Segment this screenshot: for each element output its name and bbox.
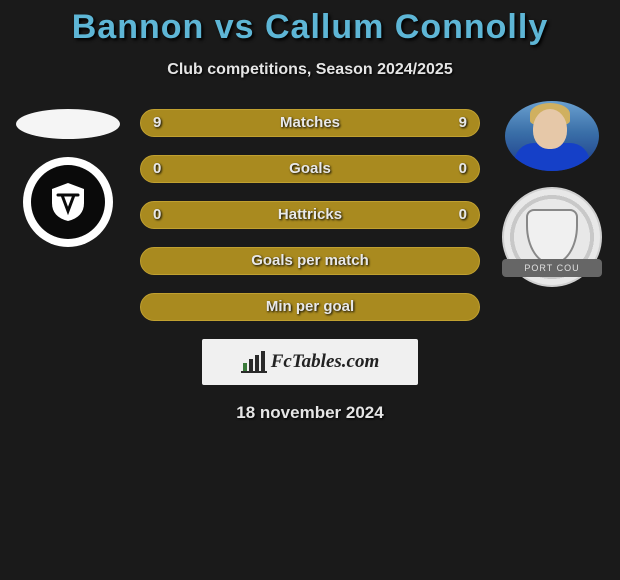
stat-row-matches: 9 Matches 9: [140, 109, 480, 137]
player1-avatar: [16, 109, 120, 139]
stat-label: Goals per match: [251, 252, 369, 269]
player2-avatar: [505, 101, 599, 171]
player2-club-crest: PORT COU: [502, 187, 602, 287]
page-title: Bannon vs Callum Connolly: [0, 0, 620, 47]
source-badge: FcTables.com: [0, 339, 620, 385]
stat-row-hattricks: 0 Hattricks 0: [140, 201, 480, 229]
bar-chart-icon: [241, 351, 267, 373]
date-label: 18 november 2024: [0, 403, 620, 423]
fctables-label: FcTables.com: [271, 351, 380, 373]
stat-right-value: 9: [459, 110, 467, 136]
stat-row-min-per-goal: Min per goal: [140, 293, 480, 321]
stat-label: Hattricks: [278, 206, 342, 223]
stat-right-value: 0: [459, 202, 467, 228]
stat-row-goals: 0 Goals 0: [140, 155, 480, 183]
stat-label: Min per goal: [266, 298, 354, 315]
stat-left-value: 9: [153, 110, 161, 136]
stat-label: Goals: [289, 160, 331, 177]
stat-left-value: 0: [153, 156, 161, 182]
right-player-column: PORT COU: [492, 109, 612, 287]
player1-club-crest: [23, 157, 113, 247]
stat-bars: 9 Matches 9 0 Goals 0 0 Hattricks 0 Goal…: [140, 109, 480, 321]
club2-banner-text: PORT COU: [502, 259, 602, 277]
stat-label: Matches: [280, 114, 340, 131]
left-player-column: [8, 109, 128, 247]
comparison-panel: PORT COU 9 Matches 9 0 Goals 0 0 Hattric…: [0, 109, 620, 321]
subtitle: Club competitions, Season 2024/2025: [0, 61, 620, 79]
stat-right-value: 0: [459, 156, 467, 182]
stat-row-goals-per-match: Goals per match: [140, 247, 480, 275]
club1-shield-icon: [48, 181, 88, 223]
stat-left-value: 0: [153, 202, 161, 228]
fctables-badge: FcTables.com: [202, 339, 418, 385]
